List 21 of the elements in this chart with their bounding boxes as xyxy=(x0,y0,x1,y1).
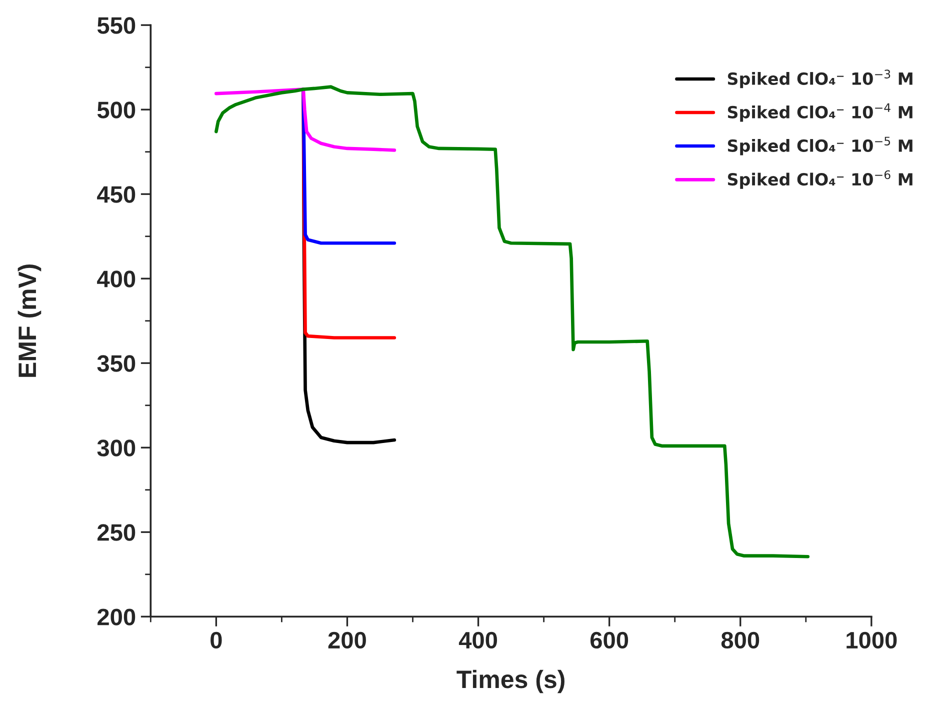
legend-label: Spiked ClO₄⁻ 10$^{−3}$ M xyxy=(728,70,912,88)
y-tick-label: 350 xyxy=(97,355,136,372)
x-axis-title: Times (s) xyxy=(456,670,564,694)
x-tick-label: 400 xyxy=(458,632,498,649)
y-tick-label: 300 xyxy=(97,440,136,456)
legend-label: Spiked ClO₄⁻ 10$^{−6}$ M xyxy=(728,170,912,189)
x-tick-label: 800 xyxy=(721,632,760,649)
x-tick-label: 200 xyxy=(328,632,366,649)
legend-label: Spiked ClO₄⁻ 10$^{−4}$ M xyxy=(728,103,912,122)
y-tick-label: 450 xyxy=(97,186,136,203)
x-tick-label: 600 xyxy=(590,632,628,649)
line-series xyxy=(214,88,396,152)
y-tick-label: 550 xyxy=(97,17,136,34)
x-tick-label: 1000 xyxy=(846,632,897,649)
y-tick-label: 500 xyxy=(97,102,136,118)
y-tick-label: 200 xyxy=(98,608,136,626)
legend-label: Spiked ClO₄⁻ 10$^{−5}$ M xyxy=(728,136,912,156)
y-tick-label: 250 xyxy=(98,524,136,541)
x-tick-label: 0 xyxy=(210,632,222,649)
y-axis-title: EMF (mV) xyxy=(18,264,42,377)
y-tick-label: 400 xyxy=(97,270,136,288)
